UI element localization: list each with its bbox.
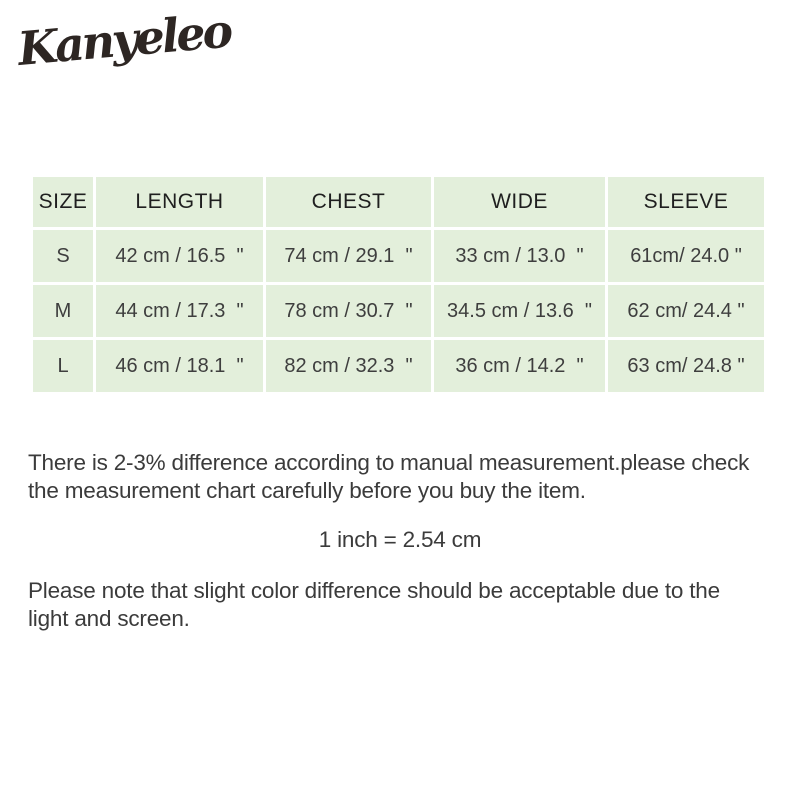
wide-value: 33 cm / 13.0 " [434, 230, 605, 282]
length-value: 46 cm / 18.1 " [96, 340, 263, 392]
size-label: S [33, 230, 93, 282]
inch-conversion-note: 1 inch = 2.54 cm [318, 527, 482, 552]
measurement-note-line: the measurement chart carefully before y… [28, 477, 586, 503]
column-header-size: SIZE [33, 177, 93, 227]
sleeve-value: 62 cm/ 24.4 " [608, 285, 764, 337]
measurement-note-line: There is 2-3% difference according to ma… [28, 450, 750, 475]
column-header-sleeve: SLEEVE [608, 177, 764, 227]
chest-value: 78 cm / 30.7 " [266, 285, 431, 337]
column-header-wide: WIDE [434, 177, 605, 227]
brand-logo: Kanyeleo [15, 3, 233, 76]
column-header-chest: CHEST [266, 177, 431, 227]
table-row-l: L 46 cm / 18.1 " 82 cm / 32.3 " 36 cm / … [33, 340, 764, 392]
table-row-m: M 44 cm / 17.3 " 78 cm / 30.7 " 34.5 cm … [33, 285, 764, 337]
length-value: 44 cm / 17.3 " [96, 285, 263, 337]
color-difference-note: Please note that slight color difference… [28, 577, 782, 632]
sleeve-value: 61cm/ 24.0 " [608, 230, 764, 282]
column-header-length: LENGTH [96, 177, 263, 227]
chest-value: 82 cm / 32.3 " [266, 340, 431, 392]
wide-value: 36 cm / 14.2 " [434, 340, 605, 392]
header-row: SIZE LENGTH CHEST WIDE SLEEVE [33, 177, 764, 227]
color-note-line: light and screen. [28, 605, 190, 631]
size-chart-table: SIZE LENGTH CHEST WIDE SLEEVE S 42 cm / … [30, 174, 767, 395]
color-note-line: Please note that slight color difference… [28, 578, 720, 603]
measurement-note: There is 2-3% difference according to ma… [28, 449, 782, 504]
sleeve-value: 63 cm/ 24.8 " [608, 340, 764, 392]
size-label: M [33, 285, 93, 337]
table-row-s: S 42 cm / 16.5 " 74 cm / 29.1 " 33 cm / … [33, 230, 764, 282]
chest-value: 74 cm / 29.1 " [266, 230, 431, 282]
length-value: 42 cm / 16.5 " [96, 230, 263, 282]
wide-value: 34.5 cm / 13.6 " [434, 285, 605, 337]
size-label: L [33, 340, 93, 392]
